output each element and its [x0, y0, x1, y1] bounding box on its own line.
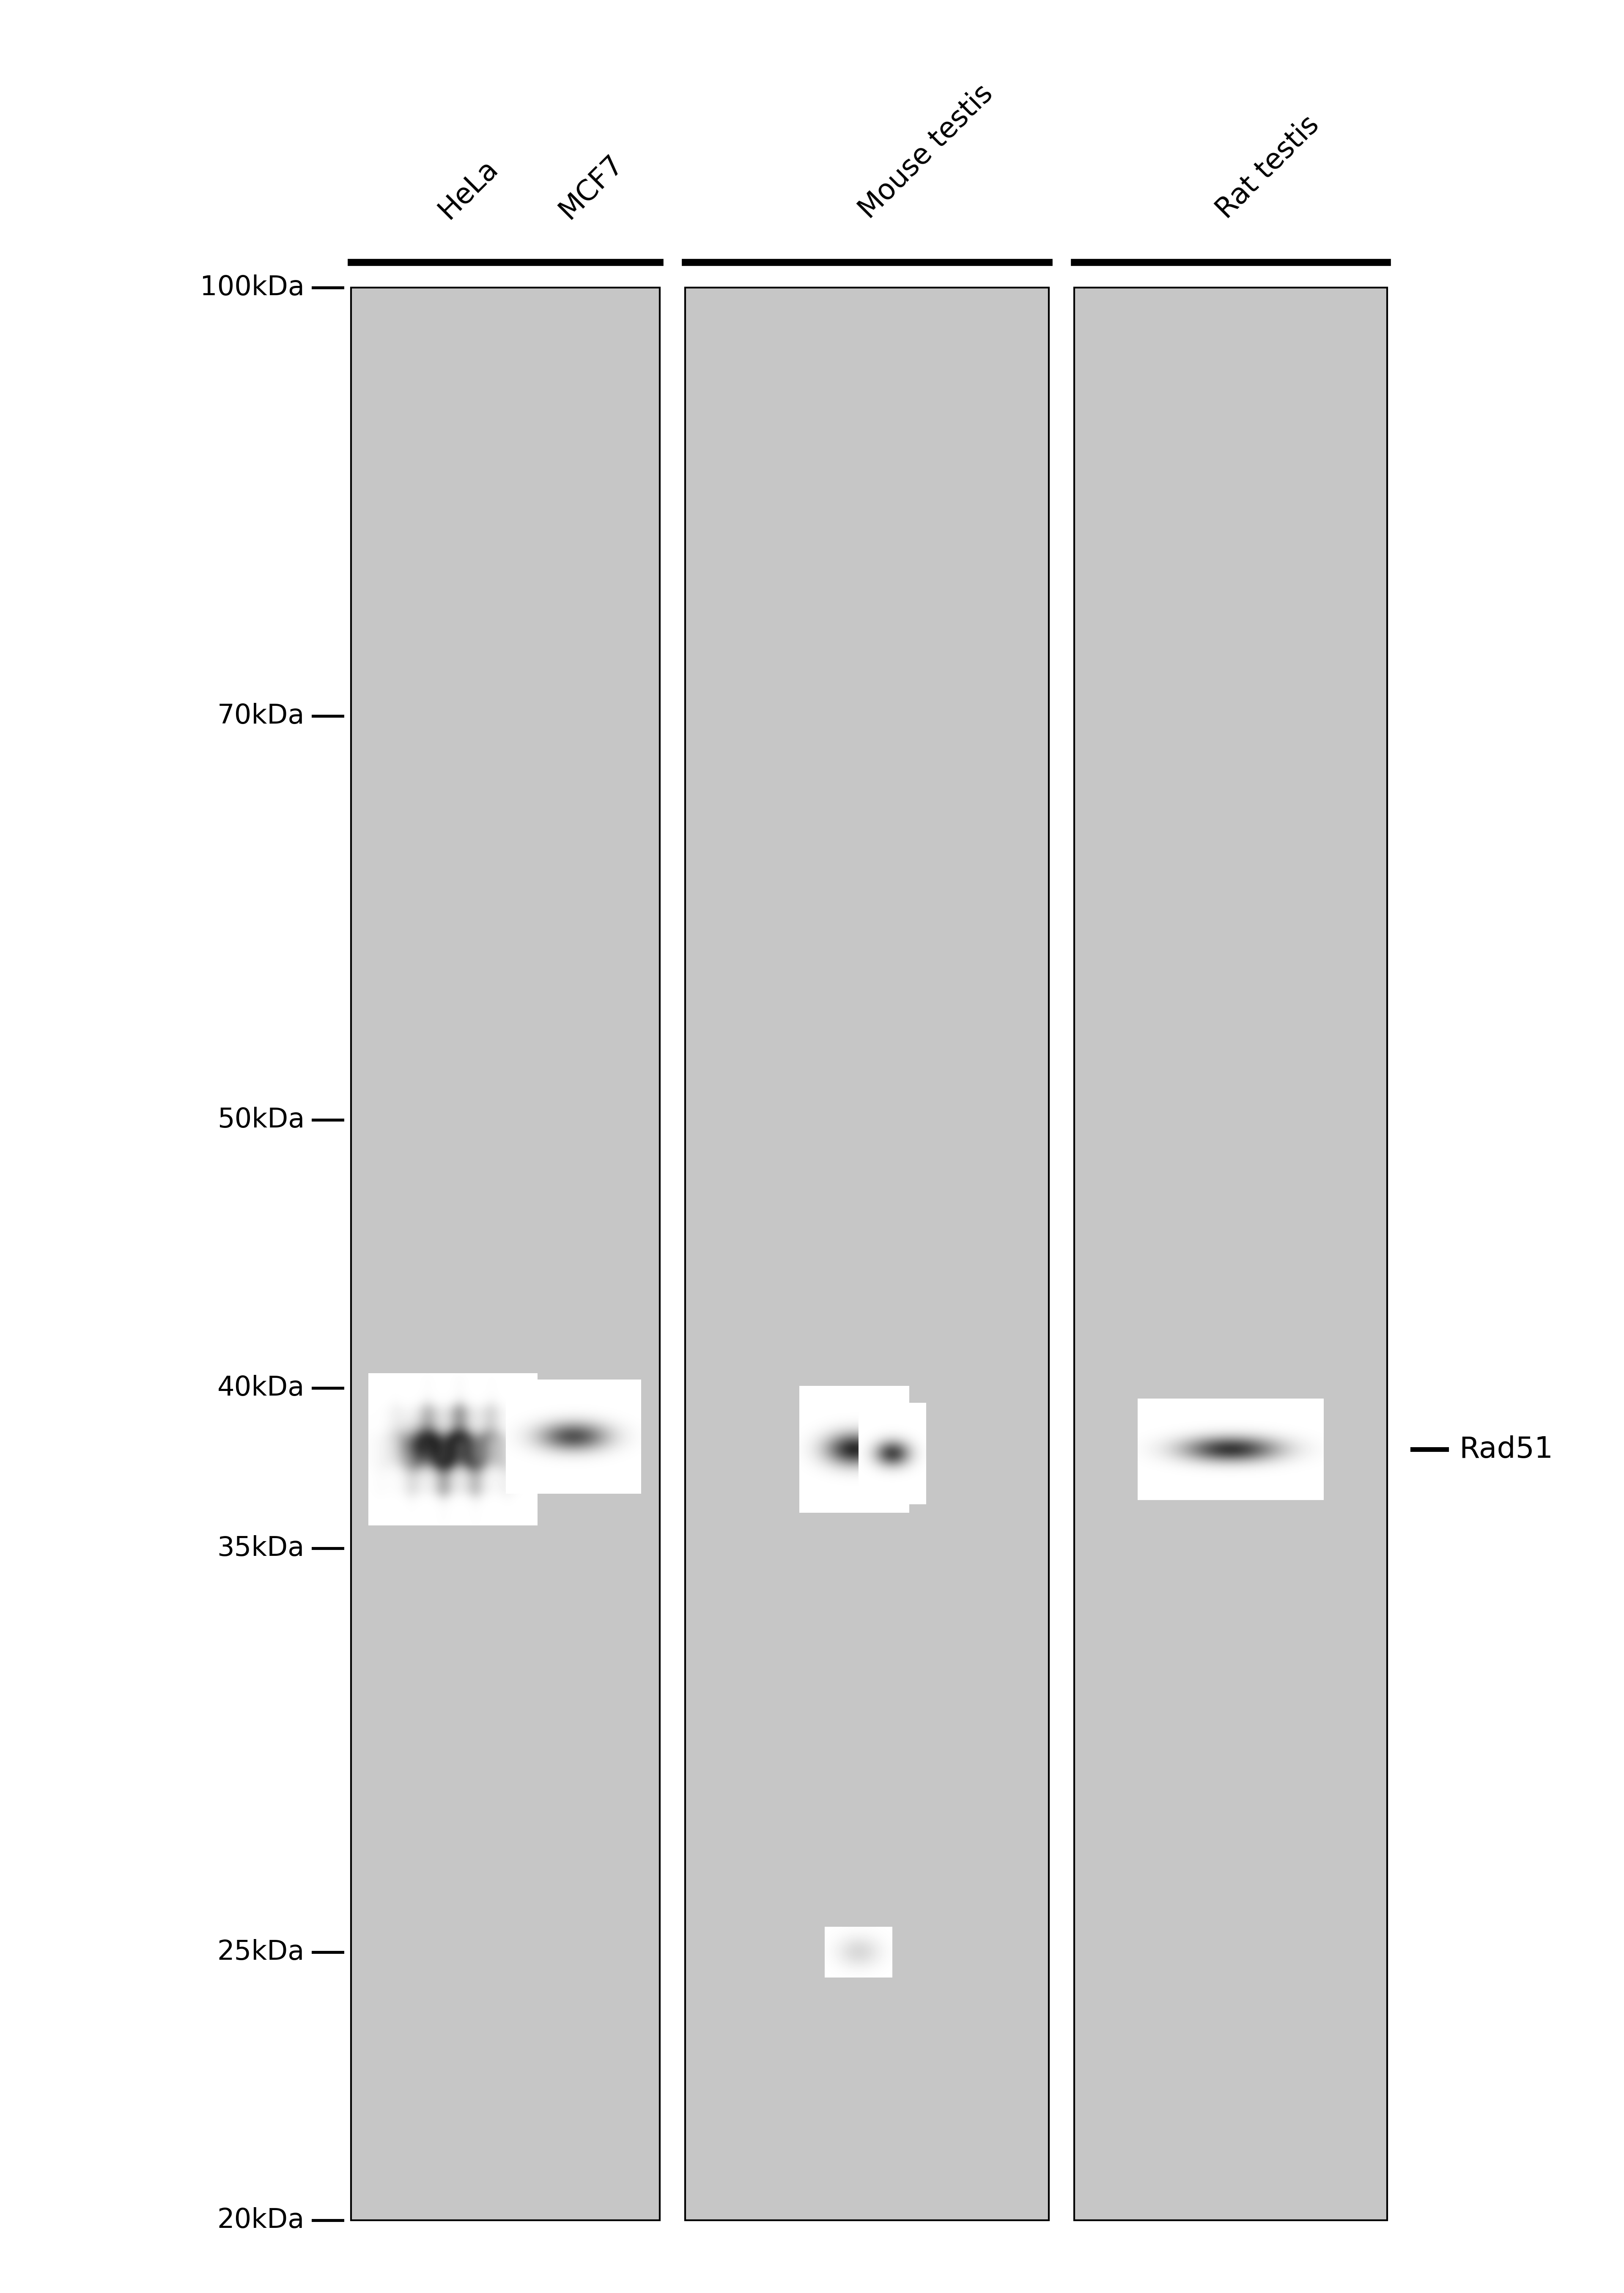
Bar: [351, 287, 659, 2220]
Text: 100kDa: 100kDa: [200, 275, 305, 300]
Text: MCF7: MCF7: [554, 149, 628, 225]
Text: 70kDa: 70kDa: [218, 702, 305, 729]
Text: 20kDa: 20kDa: [218, 2208, 305, 2233]
Bar: [1073, 287, 1387, 2220]
Text: 25kDa: 25kDa: [218, 1940, 305, 1965]
Bar: [685, 287, 1049, 2220]
Text: 50kDa: 50kDa: [218, 1108, 305, 1133]
Text: Rat testis: Rat testis: [1212, 110, 1325, 225]
Text: Rad51: Rad51: [1458, 1435, 1553, 1463]
Text: 40kDa: 40kDa: [218, 1376, 305, 1401]
Text: HeLa: HeLa: [434, 154, 503, 225]
Text: 35kDa: 35kDa: [218, 1534, 305, 1562]
Text: Mouse testis: Mouse testis: [854, 80, 999, 225]
